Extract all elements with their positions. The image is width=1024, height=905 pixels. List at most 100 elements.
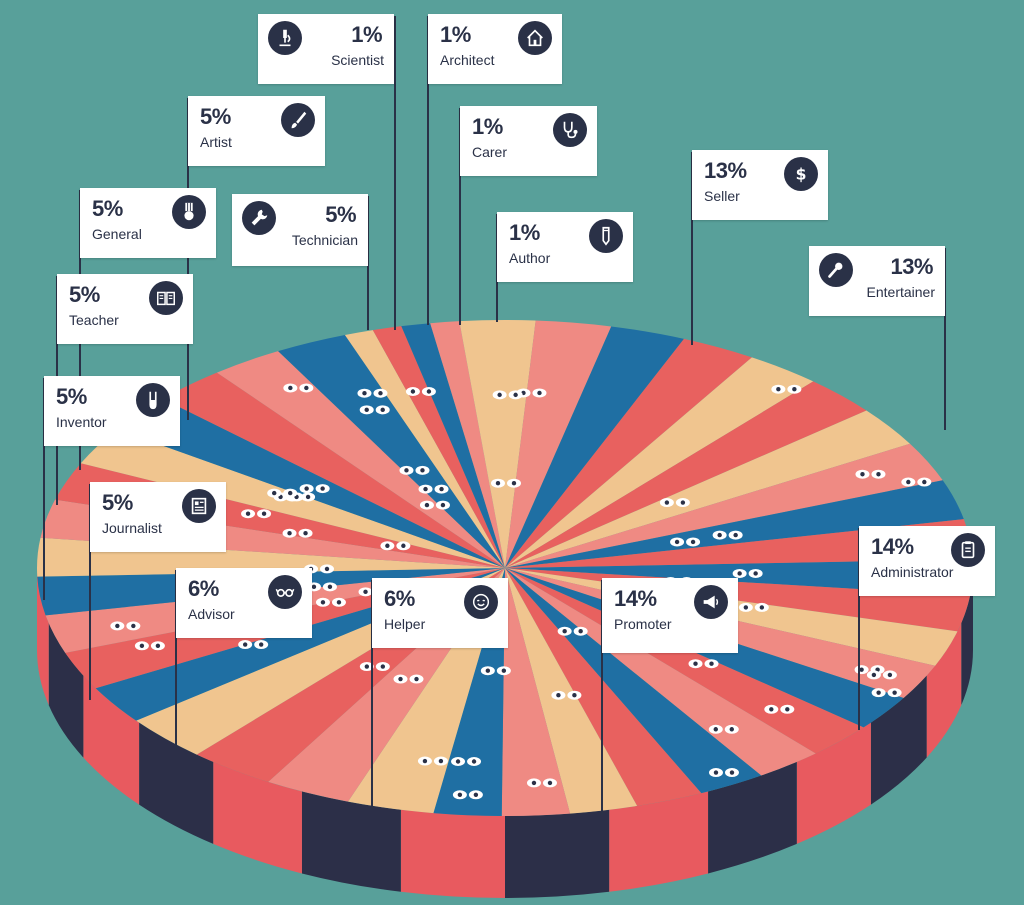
stethoscope-icon [553, 113, 587, 147]
label-flag-teacher: 5% Teacher [57, 274, 193, 344]
slice-label: Administrator [871, 564, 954, 580]
pie-slice-architect [372, 326, 505, 568]
eye-pupil [139, 643, 145, 649]
label-flag-inventor: 5% Inventor [44, 376, 180, 446]
eye-pupil [380, 407, 385, 413]
pie-slice-seller [505, 326, 684, 568]
eye-pupil [245, 511, 251, 516]
eye-pupil [693, 661, 698, 666]
slice-label: Inventor [56, 414, 107, 430]
label-flag-carer: 1% Carer [460, 106, 597, 176]
slice-percent: 14% [614, 586, 657, 611]
eye-pupil [258, 642, 264, 647]
eye-pupil [690, 539, 696, 545]
eye-pupil [385, 543, 390, 548]
pie-slice-entertainer [505, 519, 973, 568]
slice-percent: 5% [102, 490, 133, 515]
eye-pupil [547, 780, 553, 786]
eye-pupil [242, 642, 248, 647]
eye-pupil [422, 758, 428, 764]
slice-label: Promoter [614, 616, 672, 632]
eye-pupil [743, 605, 749, 610]
slice-percent: 5% [325, 202, 356, 227]
eye-pupil [401, 543, 406, 548]
book-icon [149, 281, 183, 315]
eye-pupil [511, 480, 517, 486]
eye-pupil [860, 472, 865, 477]
eye-pupil [531, 780, 537, 786]
eye-pupil [906, 479, 911, 485]
eye-pupil [887, 672, 893, 678]
dollar-icon: $ [784, 157, 818, 191]
eye-pupil [729, 727, 734, 732]
label-flag-promoter: 14% Promoter [602, 578, 738, 653]
glasses-icon [268, 575, 302, 609]
pie-slice-seller [505, 357, 814, 568]
eye-pupil [424, 502, 430, 508]
eye-pupil [513, 392, 518, 398]
svg-text:$: $ [796, 166, 807, 184]
pie-side-segment [37, 568, 49, 706]
eye-pupil [364, 664, 370, 669]
slice-label: Teacher [69, 312, 119, 328]
medal-icon [172, 195, 206, 229]
slice-label: Artist [200, 134, 232, 150]
eye-pupil [304, 486, 309, 491]
slice-percent: 14% [871, 534, 914, 559]
pie-side-segment [400, 809, 505, 898]
slice-percent: 6% [188, 576, 219, 601]
eye-pupil [922, 479, 927, 485]
megaphone-icon [694, 585, 728, 619]
pie-slice-artist [216, 351, 505, 568]
eye-pupil [792, 387, 797, 392]
eye-pupil [155, 643, 161, 649]
pencil-icon [589, 219, 623, 253]
house-icon [518, 21, 552, 55]
label-flag-general: 5% General [80, 188, 216, 258]
test-tube-icon [136, 383, 170, 417]
slice-label: Architect [440, 52, 495, 68]
eye-pupil [439, 486, 444, 492]
eye-pupil [288, 490, 293, 496]
eye-pupil [753, 571, 758, 576]
label-flag-author: 1% Author [497, 212, 633, 282]
label-flag-artist: 5% Artist [188, 96, 325, 166]
slice-percent: 1% [509, 220, 540, 245]
eye-pupil [578, 629, 583, 634]
pie-side-segment [213, 761, 302, 874]
label-flag-seller: 13% Seller $ [692, 150, 828, 220]
pie-slice-entertainer [505, 443, 943, 568]
slice-label: Seller [704, 188, 740, 204]
eye-pupil [733, 532, 738, 538]
eye-pupil [572, 693, 577, 698]
eye-pupil [455, 759, 461, 764]
pie-side-segment [796, 722, 871, 844]
pie-slice-promoter [505, 568, 762, 794]
eye-pupil [426, 389, 432, 394]
slice-label: Author [509, 250, 551, 266]
slice-percent: 5% [56, 384, 87, 409]
eye-pupil [305, 494, 311, 500]
pie-slice-promoter [505, 568, 638, 814]
pie-side-segment [83, 675, 140, 805]
eye-pupil [423, 486, 428, 492]
pie-side-segment [870, 675, 927, 805]
eye-pupil [501, 668, 507, 673]
slice-label: Scientist [331, 52, 384, 68]
eye-pupil [859, 667, 864, 672]
eye-pupil [876, 472, 881, 477]
slice-label: Entertainer [866, 284, 935, 300]
pie-slice-scientist [344, 330, 505, 568]
eye-pupil [303, 531, 308, 536]
eye-pupil [304, 385, 309, 391]
eye-pupil [324, 566, 330, 572]
eye-pupil [876, 690, 881, 695]
eye-pupil [674, 539, 680, 545]
pie-side-wall [37, 568, 973, 898]
slice-percent: 5% [69, 282, 100, 307]
slice-percent: 13% [890, 254, 933, 279]
eye-pupil [785, 707, 790, 712]
slice-label: Journalist [102, 520, 162, 536]
eye-pupil [556, 693, 561, 698]
pie-slice-promoter [505, 568, 816, 776]
